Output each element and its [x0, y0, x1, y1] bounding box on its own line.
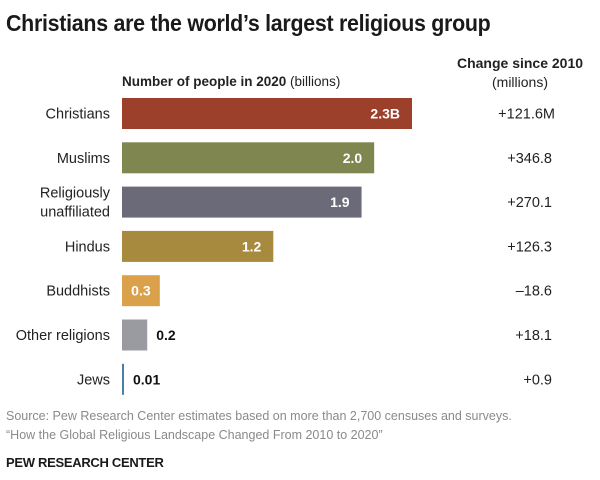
category-label-religiously-unaffiliated: unaffiliated — [40, 205, 110, 221]
change-value-other-religions: +18.1 — [515, 328, 552, 344]
bar-muslims — [122, 142, 375, 174]
category-label-muslims: Muslims — [57, 151, 110, 167]
value-label-muslims: 2.0 — [343, 150, 363, 166]
bar-column-header-unit: (billions) — [286, 74, 341, 89]
category-label-other-religions: Other religions — [16, 328, 110, 344]
bar-religiously-unaffiliated — [122, 186, 362, 218]
change-value-religiously-unaffiliated: +270.1 — [507, 195, 552, 211]
bar-other-religions — [122, 319, 148, 351]
bar-chart: Christians 2.3B +121.6M Muslims 2.0 +346.8 Rel… — [16, 98, 555, 395]
chart-title: Christians are the world’s largest relig… — [6, 10, 491, 36]
value-label-buddhists: 0.3 — [131, 283, 151, 299]
change-value-christians: +121.6M — [498, 107, 555, 123]
value-label-religiously-unaffiliated: 1.9 — [330, 194, 350, 210]
bar-jews — [122, 363, 124, 395]
value-label-hindus: 1.2 — [242, 238, 262, 254]
change-column-header-unit: (millions) — [492, 74, 548, 90]
bar-hindus — [122, 230, 274, 262]
bar-buddhists — [122, 275, 160, 307]
value-label-other-religions: 0.2 — [156, 327, 176, 343]
change-value-buddhists: –18.6 — [516, 284, 552, 300]
bar-column-header: Number of people in 2020 (billions) — [122, 74, 340, 89]
category-label-religiously-unaffiliated: Religiously — [40, 186, 111, 202]
brand-logo-text: PEW RESEARCH CENTER — [6, 455, 164, 470]
category-label-hindus: Hindus — [65, 239, 110, 255]
source-note: Source: Pew Research Center estimates ba… — [6, 407, 512, 445]
change-value-hindus: +126.3 — [507, 239, 552, 255]
change-column-header-title: Change since 2010 — [456, 55, 584, 71]
category-label-buddhists: Buddhists — [46, 284, 110, 300]
source-line-1: Source: Pew Research Center estimates ba… — [6, 409, 512, 423]
category-label-christians: Christians — [46, 107, 110, 123]
bar-column-header-bold: Number of people in 2020 — [122, 74, 287, 89]
change-value-jews: +0.9 — [523, 372, 552, 388]
value-label-christians: 2.3B — [370, 106, 400, 122]
value-label-jews: 0.01 — [133, 371, 160, 387]
category-label-jews: Jews — [77, 372, 110, 388]
bar-christians — [122, 98, 412, 129]
source-line-2: “How the Global Religious Landscape Chan… — [6, 428, 383, 442]
change-column-header: Change since 2010 (millions) — [440, 54, 600, 92]
change-value-muslims: +346.8 — [507, 151, 552, 167]
